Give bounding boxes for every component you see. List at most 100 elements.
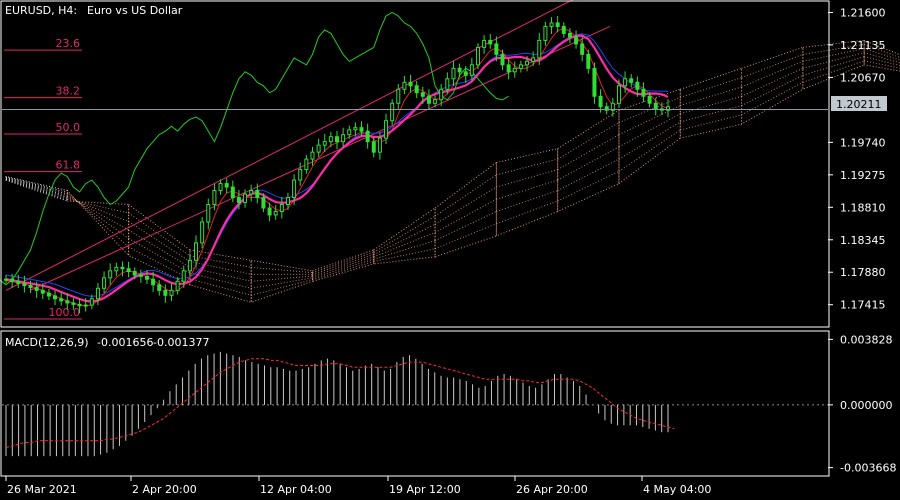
candle-body <box>426 95 431 104</box>
candle-body <box>34 287 39 291</box>
candle-body <box>439 88 444 101</box>
candle-body <box>151 278 156 286</box>
ichimoku-cloud-fill-line <box>434 174 497 217</box>
candle-body <box>347 129 352 136</box>
current-price-tag <box>831 96 887 111</box>
trend-channel-upper <box>5 0 574 291</box>
candle-body <box>175 280 180 291</box>
candle-body <box>273 210 278 216</box>
price-axis: 1.21600 1.21135 1.20670 1.19740 1.19275 1.188… <box>828 6 886 312</box>
ichimoku-cloud-segment <box>557 109 620 213</box>
price-axis-label: 1.18810 <box>840 201 886 214</box>
price-axis-label: 1.20670 <box>840 71 886 84</box>
candle-body <box>218 183 223 192</box>
candle-body <box>292 179 297 199</box>
time-axis-label: 19 Apr 12:00 <box>389 483 461 496</box>
candle-body <box>629 78 634 83</box>
candle-body <box>574 36 579 45</box>
candle-body <box>40 289 45 294</box>
candle-body <box>341 134 346 143</box>
candle-body <box>506 64 511 73</box>
candle-body <box>641 88 646 97</box>
candle-body <box>488 39 493 45</box>
current-price-label: 1.20211 <box>836 98 882 111</box>
fibonacci-level-label: 61.8 <box>56 159 81 172</box>
fibonacci-level-label: 38.2 <box>56 85 81 98</box>
price-axis-label: 1.21135 <box>840 39 886 52</box>
candle-body <box>144 275 149 280</box>
candle-body <box>77 303 82 307</box>
macd-axis-label: 0.003828 <box>840 333 893 346</box>
ichimoku-cloud-fill-line <box>67 193 129 239</box>
ichimoku-cloud-fill-line <box>434 211 497 242</box>
candle-body <box>445 78 450 90</box>
candle-body <box>95 287 100 300</box>
macd-header-main-value: -0.001656 <box>97 336 153 349</box>
macd-axis-label: -0.003668 <box>840 462 896 475</box>
candle-body <box>114 266 119 272</box>
candle-body <box>623 78 628 87</box>
candle-body <box>16 280 21 284</box>
time-axis-label: 4 May 04:00 <box>643 483 711 496</box>
candle-body <box>384 120 389 139</box>
candle-body <box>10 278 15 282</box>
candle-body <box>200 221 205 244</box>
candle-body <box>531 57 536 62</box>
candle-body <box>408 81 413 87</box>
ichimoku-cloud-fill-line <box>251 277 313 289</box>
candle-body <box>518 64 523 69</box>
macd-header-label: MACD(12,26,9) <box>5 336 89 349</box>
ichimoku-cloud-fill-line <box>496 200 558 225</box>
candle-body <box>102 277 107 289</box>
candle-body <box>4 278 8 281</box>
fibonacci-level-label: 50.0 <box>56 121 81 134</box>
ichimoku-cloud-fill-line <box>67 197 129 222</box>
candle-body <box>46 292 51 297</box>
candle-body <box>83 304 88 307</box>
chart-header-symbol: EURUSD, H4: <box>5 4 77 17</box>
candle-body <box>212 190 217 206</box>
candle-body <box>494 43 499 55</box>
ichimoku-cloud-fill-line <box>618 105 681 136</box>
candle-body <box>463 71 468 76</box>
candle-body <box>592 67 597 97</box>
candle-body <box>316 144 321 153</box>
candle-body <box>304 158 309 171</box>
time-axis-label: 26 Mar 2021 <box>7 483 77 496</box>
candle-body <box>22 282 27 287</box>
ichimoku-cloud-fill-line <box>741 53 804 79</box>
macd-signal-line <box>5 358 675 449</box>
candle-body <box>71 302 76 305</box>
macd-pane[interactable] <box>2 351 828 457</box>
ichimoku-cloud-fill-line <box>618 129 681 172</box>
candle-body <box>322 141 327 146</box>
candle-body <box>635 81 640 90</box>
candle-body <box>157 284 162 291</box>
ichimoku-cloud-fill-line <box>741 67 804 97</box>
candle-body <box>402 81 407 90</box>
candle-body <box>666 106 670 111</box>
macd-axis-label: 0.000000 <box>840 399 893 412</box>
candle-body <box>194 242 199 261</box>
ichimoku-cloud-fill-line <box>741 81 804 116</box>
candle-body <box>224 183 229 188</box>
candle-body <box>647 95 652 104</box>
candle-body <box>335 136 339 143</box>
price-axis-label: 1.18345 <box>840 234 886 247</box>
candle-body <box>390 102 395 122</box>
candle-body <box>65 300 70 304</box>
chikou-span-line <box>0 11 509 286</box>
candle-body <box>255 190 260 199</box>
ichimoku-cloud-fill-line <box>557 158 620 191</box>
candle-body <box>616 85 621 104</box>
chart-header-description: Euro vs US Dollar <box>87 4 183 17</box>
price-pane[interactable]: 23.6 38.2 50.0 61.8 100.0 <box>0 0 900 320</box>
candle-body <box>230 186 235 199</box>
time-axis-label: 12 Apr 04:00 <box>260 483 332 496</box>
ichimoku-cloud-fill-line <box>128 221 191 262</box>
candle-body <box>457 67 462 73</box>
ichimoku-cloud-segment <box>311 249 375 282</box>
candle-body <box>187 259 192 272</box>
